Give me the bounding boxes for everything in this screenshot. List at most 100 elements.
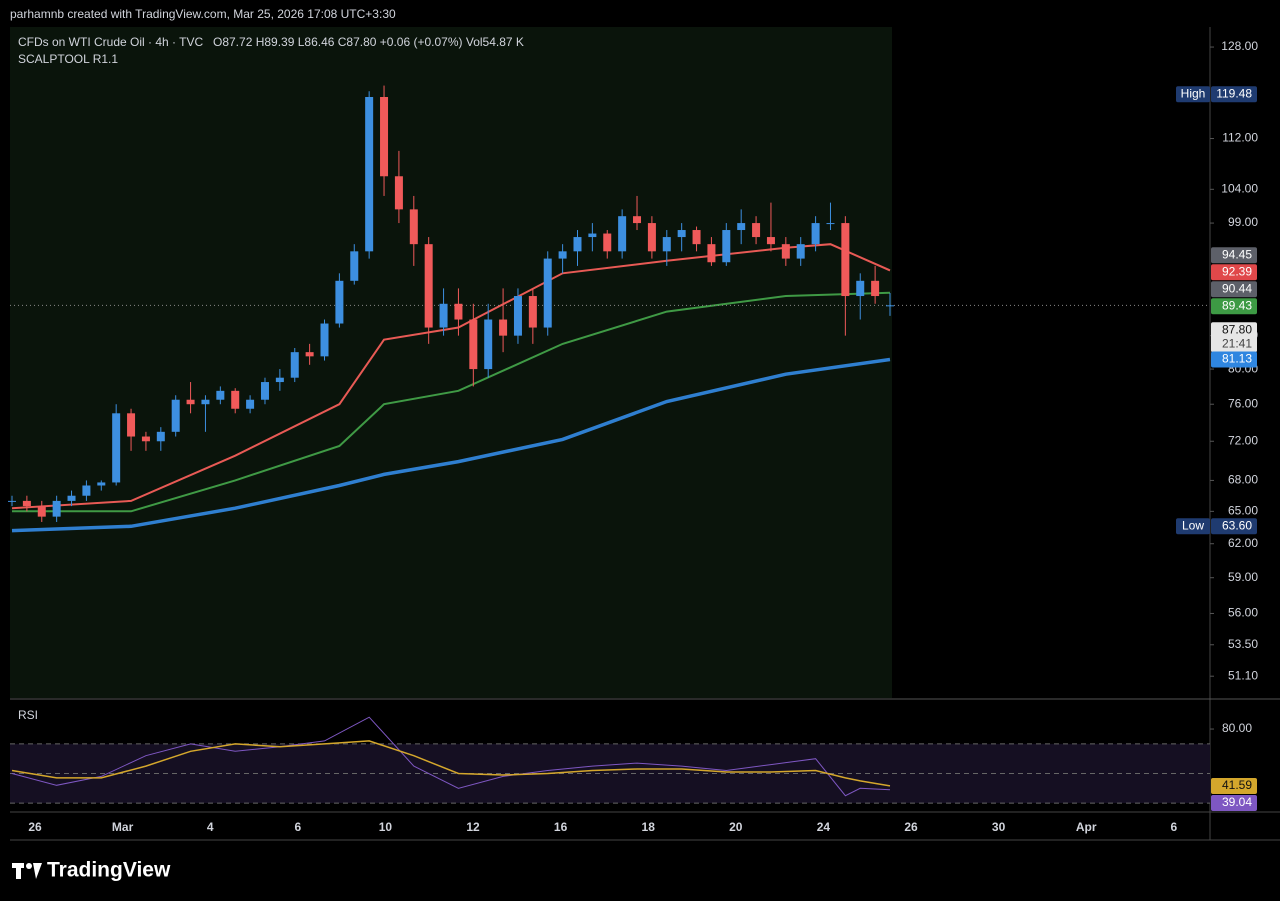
price-label: 81.13: [1222, 352, 1252, 366]
y-tick-label: 104.00: [1221, 181, 1258, 195]
candle-body: [513, 296, 522, 336]
y-tick-label: 62.00: [1228, 536, 1258, 550]
candle-body: [469, 319, 478, 370]
candle-body: [677, 230, 686, 238]
candle-body: [186, 399, 195, 405]
candle-body: [662, 237, 671, 252]
price-label: 94.45: [1222, 247, 1252, 261]
x-tick-label: 20: [729, 820, 743, 834]
x-tick-label: 4: [207, 820, 214, 834]
candle-body: [335, 280, 344, 324]
candle-body: [528, 296, 537, 328]
rsi-value-label: 39.04: [1222, 795, 1252, 809]
candle-body: [886, 305, 894, 307]
candle-body: [260, 382, 269, 400]
line-series: [11, 716, 891, 797]
x-tick-label: 18: [642, 820, 656, 834]
price-label: 89.43: [1222, 298, 1252, 312]
candle-body: [320, 323, 329, 357]
candle-body: [603, 233, 612, 252]
candle-body: [275, 377, 284, 383]
candle-body: [618, 216, 627, 252]
candle-body: [8, 500, 16, 502]
y-tick-label: 80.00: [1222, 721, 1252, 735]
candle-body: [216, 390, 225, 400]
y-tick-label: 72.00: [1228, 433, 1258, 447]
brand: TradingView: [47, 859, 171, 882]
candle-body: [841, 223, 850, 297]
x-tick-label: 26: [904, 820, 918, 834]
candle-body: [588, 233, 597, 238]
x-tick-label: 10: [379, 820, 393, 834]
y-tick-label: 56.00: [1228, 606, 1258, 620]
candle-body: [692, 230, 701, 245]
candle-body: [543, 258, 552, 328]
x-tick-label: 24: [817, 820, 831, 834]
candle-body: [171, 399, 180, 432]
price-label-box: [1211, 518, 1257, 535]
candle-body: [811, 223, 820, 245]
rsi-value-box: [1211, 777, 1257, 794]
price-label-box: [1211, 298, 1257, 315]
price-label-box: [1211, 86, 1257, 103]
candle-body: [796, 244, 805, 259]
symbol: CFDs on WTI Crude Oil · 4h · TVC: [18, 35, 203, 49]
rsi-title: RSI: [18, 708, 38, 722]
x-tick-label: Apr: [1076, 820, 1097, 834]
y-tick-label: 59.00: [1228, 570, 1258, 584]
candle-body: [499, 319, 508, 336]
y-tick-label: 53.50: [1228, 637, 1258, 651]
plot-background: [10, 27, 892, 698]
price-label-tag: [1176, 518, 1210, 535]
price-label: 90.44: [1222, 281, 1252, 295]
x-tick-label: Mar: [112, 820, 134, 834]
y-tick-label: 65.00: [1228, 504, 1258, 518]
candle-body: [22, 500, 31, 507]
candle-body: [231, 390, 240, 409]
candle-body: [826, 223, 835, 225]
candle-body: [424, 244, 433, 328]
price-label-box: [1211, 247, 1257, 264]
countdown: 21:41: [1222, 336, 1252, 350]
candle-body: [573, 237, 582, 252]
ohlc: O87.72 H89.39 L86.46 C87.80 +0.06 (+0.07…: [213, 35, 524, 49]
price-label-tag: [1176, 86, 1210, 103]
candle-body: [752, 223, 761, 238]
candle-body: [127, 413, 136, 437]
y-tick-label: 99.00: [1228, 215, 1258, 229]
candle-body: [97, 482, 106, 486]
candle-body: [246, 399, 255, 409]
candle-body: [454, 303, 463, 320]
future-area: [892, 27, 1210, 698]
price-label: 92.39: [1222, 264, 1252, 278]
y-tick-label: 76.00: [1228, 396, 1258, 410]
candle-body: [558, 251, 567, 259]
candle-body: [633, 216, 642, 224]
candle-body: [82, 485, 91, 496]
last-price-label: 87.80: [1222, 322, 1252, 336]
candle-body: [350, 251, 359, 281]
x-tick-label: 12: [466, 820, 480, 834]
candle-body: [737, 223, 746, 231]
candle-body: [781, 244, 790, 259]
indicator: SCALPTOOL R1.1: [18, 52, 118, 66]
line-series: [11, 740, 891, 787]
candle-body: [647, 223, 656, 252]
price-label-name: High: [1181, 86, 1206, 100]
candle-body: [439, 303, 448, 328]
y-tick-label: 128.00: [1221, 39, 1258, 53]
logo: [12, 863, 42, 879]
candle-body: [52, 500, 61, 517]
price-label: 63.60: [1222, 518, 1252, 532]
candle-body: [156, 431, 165, 442]
last-price-box: [1211, 322, 1257, 353]
candle-body: [856, 280, 865, 297]
y-tick-label: 68.00: [1228, 473, 1258, 487]
y-tick-label: 51.10: [1228, 668, 1258, 682]
candle-body: [380, 96, 389, 177]
x-tick-label: 30: [992, 820, 1006, 834]
rsi-value-label: 41.59: [1222, 778, 1252, 792]
candle-body: [707, 244, 716, 263]
